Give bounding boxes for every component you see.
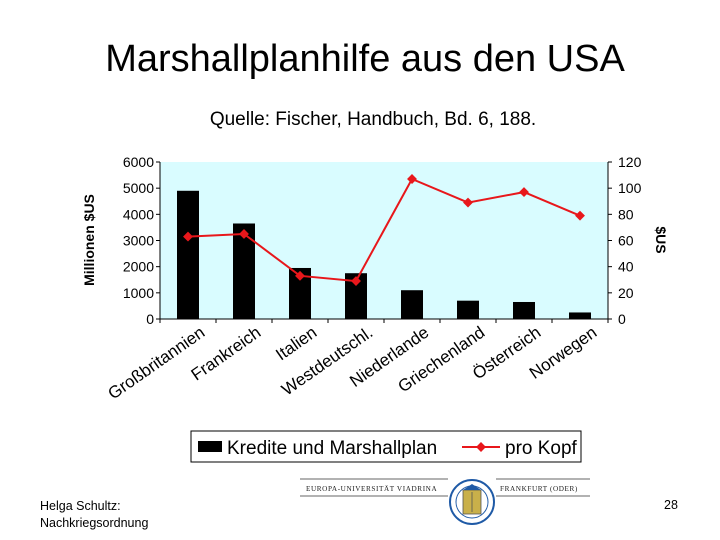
- bar: [177, 190, 199, 319]
- line-point: [295, 270, 305, 281]
- slide-title: Marshallplanhilfe aus den USA: [105, 38, 625, 80]
- university-logo: EUROPA-UNIVERSITÄT VIADRINA FRANKFURT (O…: [300, 476, 590, 528]
- line-path: [187, 177, 581, 283]
- left-tick-label: 0: [146, 311, 154, 327]
- right-tick-label: 120: [618, 154, 642, 170]
- legend: Kredite und Marshallplan pro Kopf: [190, 430, 582, 463]
- bar-series: [177, 190, 591, 319]
- left-tick-label: 5000: [123, 180, 154, 196]
- legend-line-label: pro Kopf: [505, 438, 578, 459]
- left-tick-label: 3000: [123, 233, 154, 249]
- bar: [513, 301, 535, 319]
- legend-bar-swatch: [198, 441, 222, 452]
- bar: [345, 273, 367, 319]
- left-tick-label: 2000: [123, 259, 154, 275]
- legend-line-marker: [476, 442, 486, 452]
- left-tick-label: 4000: [123, 206, 154, 222]
- footer-author-topic: Nachkriegsordnung: [40, 516, 149, 530]
- chart-title: Quelle: Fischer, Handbuch, Bd. 6, 188.: [210, 109, 536, 130]
- line-point: [519, 187, 529, 198]
- bar: [569, 312, 591, 319]
- line-point: [239, 229, 249, 239]
- svg-text:EUROPA-UNIVERSITÄT VIADRINA: EUROPA-UNIVERSITÄT VIADRINA: [306, 484, 437, 493]
- right-tick-label: 60: [618, 233, 634, 249]
- x-tick-label: Italien: [272, 323, 320, 365]
- svg-text:FRANKFURT (ODER): FRANKFURT (ODER): [500, 485, 578, 493]
- right-axis-label: $US: [653, 226, 669, 253]
- bar: [457, 300, 479, 319]
- left-axis-label: Millionen $US: [81, 194, 97, 286]
- bar: [233, 223, 255, 319]
- plot-area: [160, 162, 608, 319]
- legend-bar-label: Kredite und Marshallplan: [227, 438, 437, 459]
- left-axis: 0 1000 2000 3000 4000 5000 6000: [123, 154, 609, 327]
- right-tick-label: 0: [618, 311, 626, 327]
- right-tick-label: 100: [618, 180, 642, 196]
- line-point: [183, 231, 193, 242]
- line-point: [351, 276, 361, 287]
- left-tick-label: 1000: [123, 285, 154, 301]
- x-tick-label: Großbritannien: [105, 323, 209, 404]
- bar: [401, 290, 423, 319]
- right-tick-label: 40: [618, 259, 634, 275]
- right-axis: 0 20 40 60 80 100 120: [607, 154, 642, 327]
- line-series: [183, 174, 585, 287]
- right-tick-label: 80: [618, 206, 634, 222]
- footer-author-name: Helga Schultz:: [40, 499, 121, 513]
- left-tick-label: 6000: [123, 154, 154, 170]
- page-number: 28: [664, 498, 678, 512]
- line-point: [575, 210, 585, 221]
- line-point: [407, 174, 417, 184]
- footer-author: Helga Schultz: Nachkriegsordnung: [40, 498, 148, 532]
- right-tick-label: 20: [618, 285, 634, 301]
- bar: [289, 267, 311, 319]
- line-point: [463, 197, 473, 208]
